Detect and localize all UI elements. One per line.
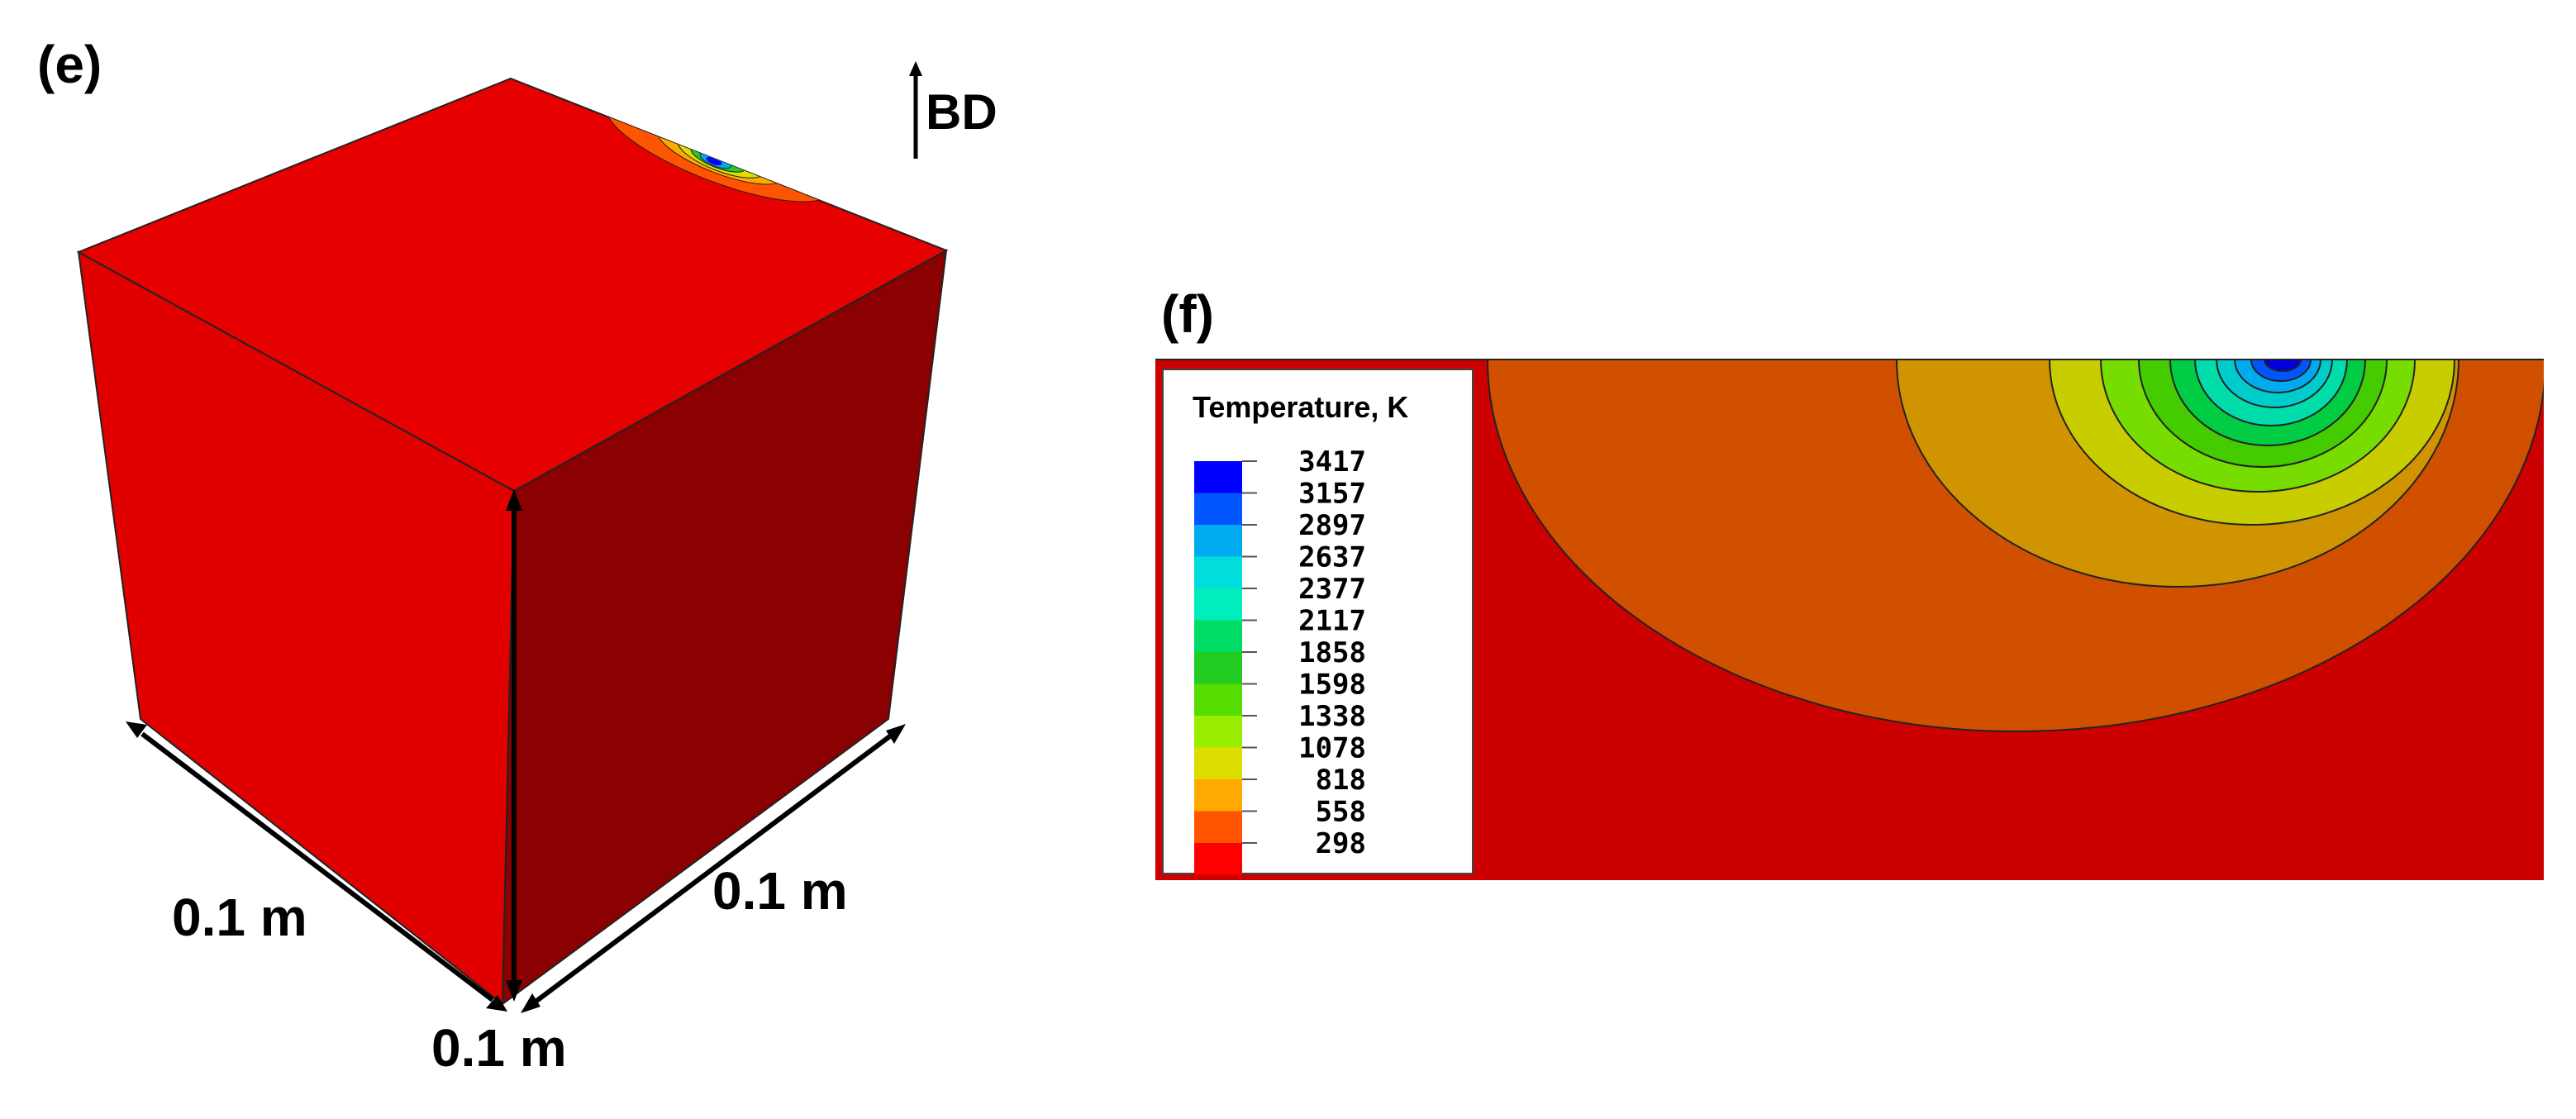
legend-swatch — [1194, 461, 1242, 493]
legend-swatch — [1194, 779, 1242, 812]
legend-swatch — [1194, 747, 1242, 779]
right-arrowhead-start — [886, 724, 906, 744]
legend-swatch — [1194, 493, 1242, 525]
right-dimension-line — [534, 733, 893, 1004]
panel-e: (e) BD 0.1 — [37, 35, 998, 1078]
legend-value: 2377 — [1298, 573, 1366, 606]
right-dimension: 0.1 m — [521, 724, 906, 1013]
left-dimension-label: 0.1 m — [172, 888, 307, 947]
legend-value: 3157 — [1298, 478, 1366, 511]
legend-value: 818 — [1316, 764, 1366, 797]
height-arrowhead-bottom — [506, 980, 522, 1002]
height-dimension — [506, 489, 522, 1002]
legend-value: 1598 — [1298, 669, 1366, 702]
right-arrowhead-end — [521, 993, 540, 1013]
legend-swatch — [1194, 683, 1242, 716]
legend-swatch — [1194, 811, 1242, 843]
left-arrowhead-end — [486, 995, 507, 1012]
legend-swatches — [1194, 461, 1242, 875]
height-dimension-label: 0.1 m — [431, 1018, 567, 1078]
legend-value: 1858 — [1298, 636, 1366, 669]
temperature-legend: Temperature, K 3417315728972637237721171… — [1162, 369, 1474, 875]
build-direction-arrowhead — [909, 61, 922, 76]
left-arrowhead-start — [126, 721, 147, 738]
legend-swatch — [1194, 556, 1242, 588]
legend-value: 2117 — [1298, 605, 1366, 638]
melt-pool-zone-blue — [706, 156, 722, 166]
legend-value: 558 — [1316, 796, 1366, 829]
legend-swatch — [1194, 620, 1242, 652]
legend-value: 1078 — [1298, 732, 1366, 765]
legend-swatch — [1194, 716, 1242, 748]
temperature-section — [1155, 359, 2544, 880]
left-dimension: 0.1 m — [126, 721, 507, 1012]
legend-values: 3417315728972637237721171858159813381078… — [1298, 445, 1366, 860]
legend-swatch — [1194, 588, 1242, 621]
panel-f-label: (f) — [1161, 284, 1214, 344]
height-arrowhead-top — [506, 489, 522, 511]
panel-e-label: (e) — [37, 35, 102, 94]
build-direction-label: BD — [926, 84, 998, 140]
legend-value: 3417 — [1298, 445, 1366, 479]
legend-swatch — [1194, 525, 1242, 557]
left-dimension-line — [140, 731, 494, 1002]
legend-title: Temperature, K — [1193, 390, 1408, 424]
section-zone-deep-blue — [2264, 360, 2302, 372]
legend-swatch — [1194, 843, 1242, 875]
legend-value: 2897 — [1298, 509, 1366, 542]
legend-ticks — [1242, 460, 1257, 844]
legend-value: 2637 — [1298, 541, 1366, 574]
right-dimension-label: 0.1 m — [712, 861, 848, 921]
panel-f: (f) Temperature, K — [1155, 284, 2544, 880]
legend-swatch — [1194, 652, 1242, 684]
legend-value: 298 — [1316, 827, 1366, 860]
legend-value: 1338 — [1298, 700, 1366, 733]
build-direction-indicator: BD — [909, 61, 998, 159]
